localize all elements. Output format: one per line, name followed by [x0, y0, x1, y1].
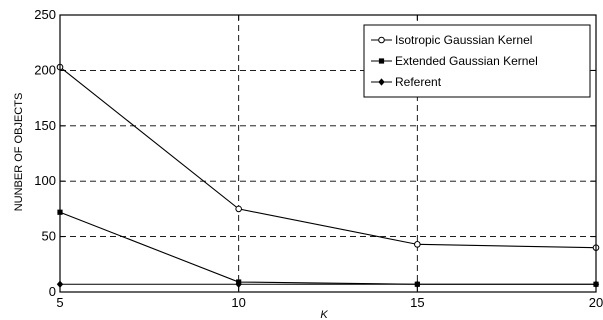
diamond-marker: [235, 280, 242, 288]
legend-label: Extended Gaussian Kernel: [395, 54, 538, 68]
y-tick-label: 0: [49, 284, 56, 299]
legend-box: [363, 24, 591, 98]
legend-item: Isotropic Gaussian Kernel: [371, 33, 532, 47]
circle-marker: [378, 36, 385, 44]
square-marker: [378, 58, 385, 64]
series-diamond: [56, 280, 600, 288]
y-tick-label: 100: [34, 173, 56, 188]
x-axis-title: K: [320, 309, 328, 320]
circle-marker: [414, 241, 421, 248]
y-axis-title: NUNBER OF OBJECTS: [13, 93, 25, 212]
series-line: [59, 66, 597, 249]
axis-ticks: 0 50 100 150 200 250 5 10 15 20: [34, 7, 603, 310]
legend-item: Extended Gaussian Kernel: [371, 54, 538, 68]
circle-marker: [235, 205, 242, 213]
y-tick-label: 200: [34, 62, 56, 77]
y-tick-label: 150: [34, 118, 56, 133]
diamond-marker: [414, 280, 421, 288]
diamond-marker: [378, 78, 385, 86]
legend-label: Isotropic Gaussian Kernel: [395, 33, 532, 47]
legend: Isotropic Gaussian Kernel Extended Gaussi…: [363, 24, 591, 98]
legend-item: Referent: [371, 75, 442, 89]
x-tick-label: 5: [56, 295, 63, 310]
y-tick-label: 250: [34, 7, 56, 22]
series-group: [56, 63, 600, 288]
legend-label: Referent: [395, 75, 442, 89]
x-tick-label: 15: [410, 295, 424, 310]
series-line: [59, 211, 596, 285]
x-tick-label: 10: [231, 295, 245, 310]
series-square: [57, 209, 599, 287]
y-tick-label: 50: [42, 229, 56, 244]
x-tick-label: 20: [589, 295, 603, 310]
plot-area-frame: [59, 14, 597, 293]
